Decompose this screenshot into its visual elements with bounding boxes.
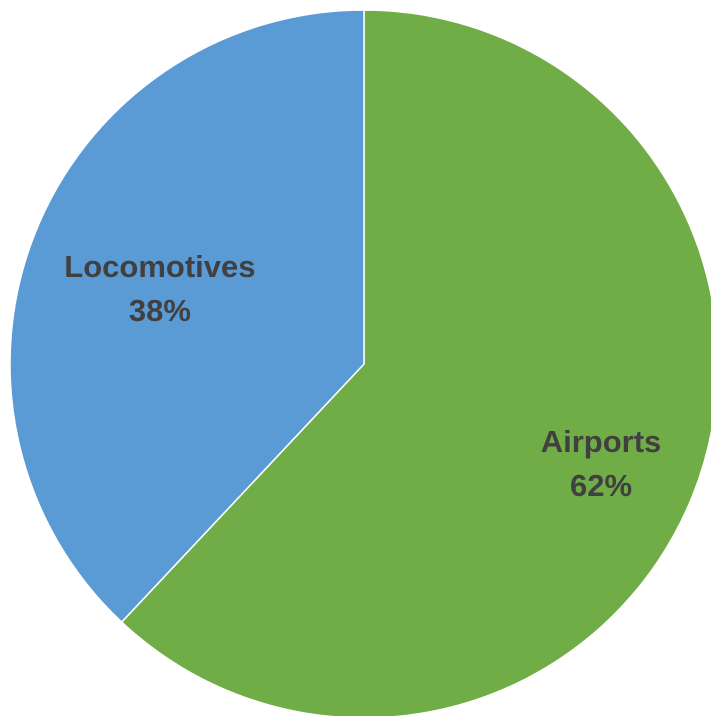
slice-value-airports: 62% [570, 468, 632, 503]
pie-slice-locomotives [9, 9, 365, 624]
slice-label-locomotives: Locomotives [64, 249, 255, 284]
slice-value-locomotives: 38% [129, 293, 191, 328]
labels-layer: Airports 62% Locomotives 38% [64, 249, 661, 503]
slices-layer [9, 9, 711, 716]
slice-label-airports: Airports [541, 424, 662, 459]
pie-slice-airports [120, 9, 711, 716]
